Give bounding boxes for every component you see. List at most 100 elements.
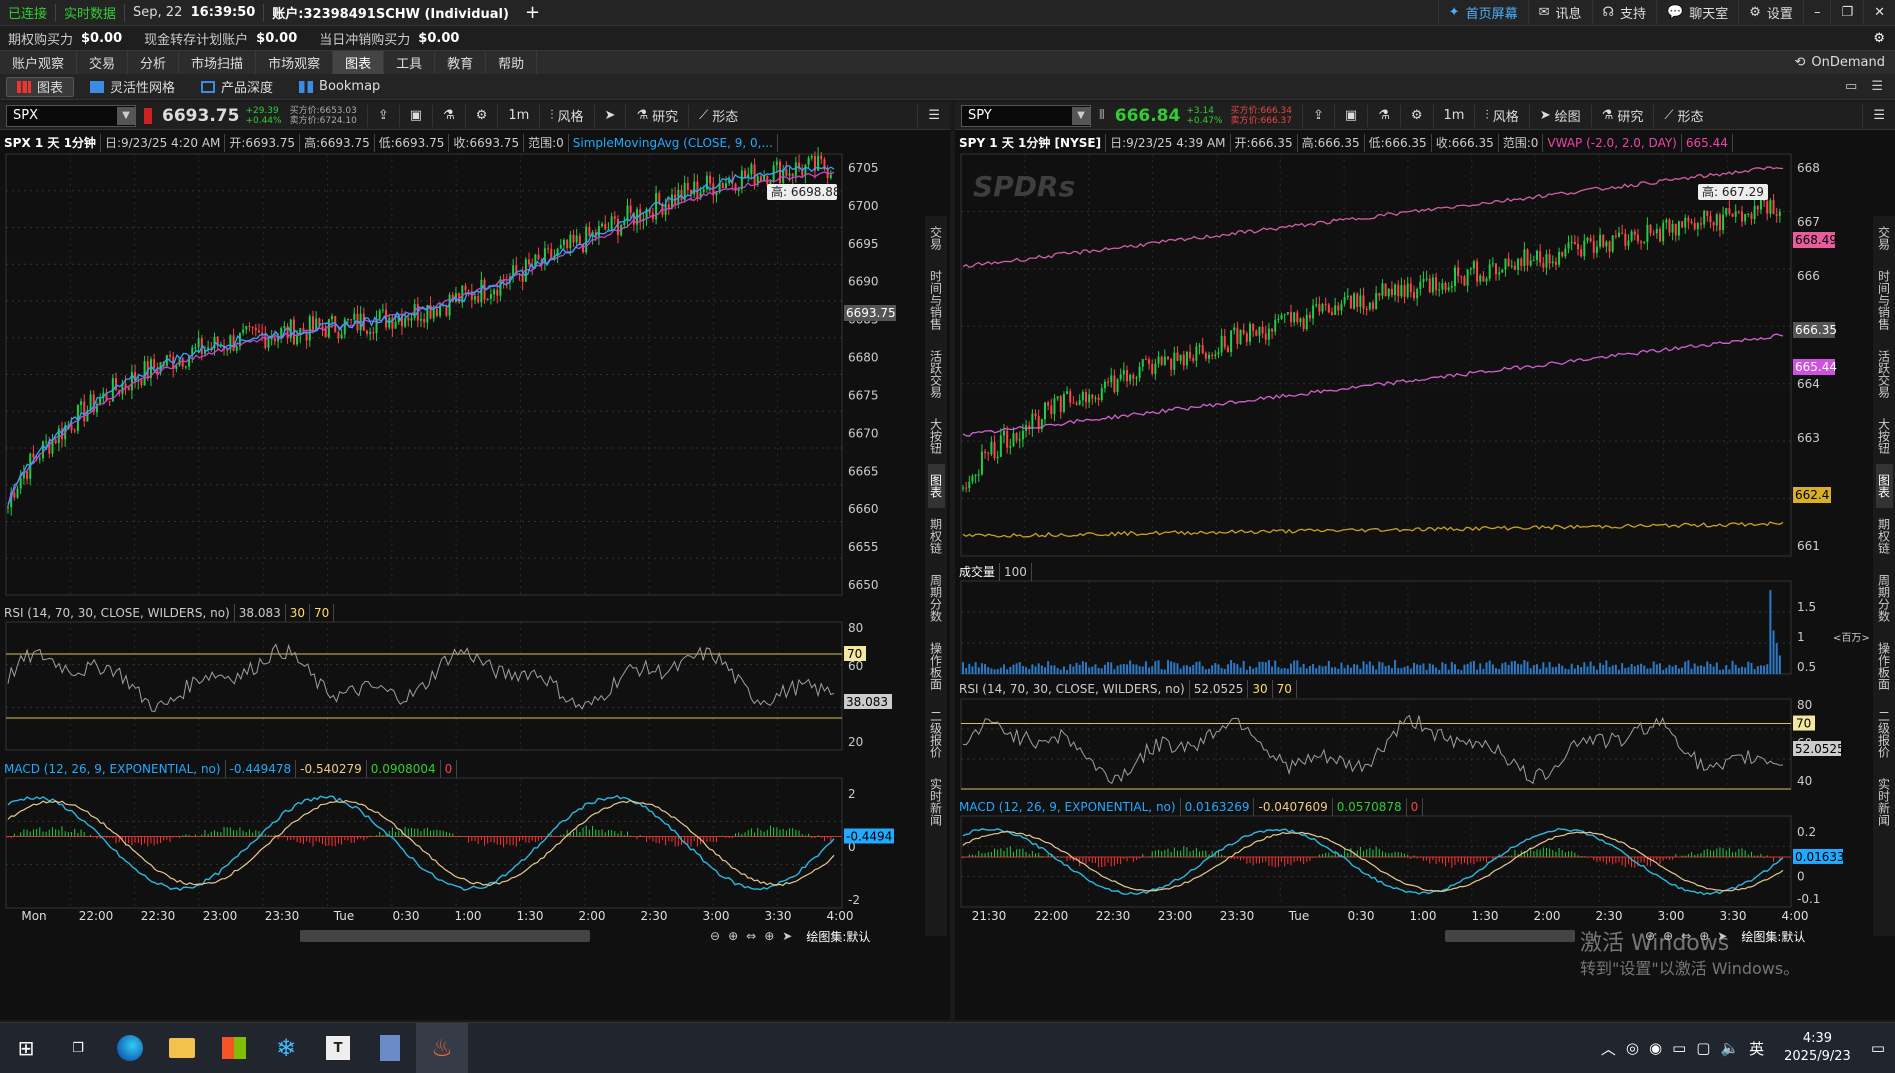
volume-icon[interactable]: 🔈 [1720, 1039, 1740, 1057]
zoom-out-icon[interactable]: ⊖ [710, 929, 721, 943]
notification-icon[interactable]: ▭ [1870, 1039, 1885, 1057]
sidebar-item-trade[interactable]: 交易 [928, 226, 943, 250]
store-button[interactable] [208, 1023, 260, 1073]
studies-button[interactable]: ⚗ 研究 [625, 104, 688, 127]
link-icon[interactable]: ⦀ [1099, 108, 1105, 123]
link-icon[interactable] [144, 107, 152, 124]
layout-icon[interactable]: ▭ [1845, 79, 1858, 94]
share-button[interactable]: ⇪ [1302, 104, 1334, 127]
account-selector[interactable]: 账户:32398491SCHW (Individual) [264, 0, 517, 25]
minimize-button[interactable]: – [1802, 0, 1831, 25]
sidebar-item-dashboard[interactable]: 操作板面 [928, 642, 943, 690]
chevron-up-icon[interactable]: ︿ [1600, 1039, 1616, 1058]
tray-app-icon[interactable]: ◉ [1648, 1039, 1663, 1057]
sidebar-item-timesales[interactable]: 时间与销售 [1876, 270, 1891, 330]
app-button-text[interactable]: T [312, 1023, 364, 1073]
maximize-button[interactable]: ❐ [1830, 0, 1863, 25]
chart-settings-button[interactable]: ⚙ [464, 104, 498, 127]
sidebar-item-activetrader[interactable]: 活跃交易 [1876, 350, 1891, 398]
zoom-out-icon[interactable]: ⊖ [1645, 929, 1656, 943]
thinkorswim-button[interactable]: ♨ [416, 1023, 468, 1073]
style-button[interactable]: ⫶ 风格 [1474, 104, 1528, 127]
snapshot-button[interactable]: ▣ [398, 104, 432, 127]
tab-tools[interactable]: 工具 [384, 51, 436, 74]
patterns-button[interactable]: ⟋ 形态 [1653, 104, 1713, 127]
symbol-input[interactable]: SPX ▼ [6, 104, 136, 127]
menu-icon[interactable]: ☰ [1871, 79, 1883, 94]
home-screen-button[interactable]: ✦ 首页屏幕 [1437, 0, 1528, 25]
subtab-depth[interactable]: 产品深度 [191, 77, 283, 97]
tab-education[interactable]: 教育 [435, 51, 487, 74]
pointer-icon[interactable]: ➤ [782, 929, 793, 943]
patterns-button[interactable]: ⟋ 形态 [688, 104, 748, 127]
pointer-icon[interactable]: ➤ [1717, 929, 1728, 943]
chevron-down-icon[interactable]: ▼ [117, 106, 135, 125]
sidebar-item-bigbuttons[interactable]: 大按钮 [1876, 418, 1891, 454]
timeframe-button[interactable]: 1m [1432, 104, 1475, 127]
edge-button[interactable] [104, 1023, 156, 1073]
draw-button[interactable]: ➤ 绘图 [1528, 104, 1591, 127]
zoom-in-icon[interactable]: ⊕ [728, 929, 739, 943]
cursor-button[interactable]: ➤ [593, 104, 626, 127]
snapshot-button[interactable]: ▣ [1333, 104, 1367, 127]
panel-menu-button[interactable]: ☰ [917, 104, 950, 127]
crosshair-icon[interactable]: ⊕ [1699, 929, 1710, 943]
sidebar-item-level2[interactable]: 二级报价 [1876, 710, 1891, 758]
sidebar-item-timesales[interactable]: 时间与销售 [928, 270, 943, 330]
ondemand-button[interactable]: ⟲ OnDemand [1784, 55, 1895, 70]
support-button[interactable]: ☊ 支持 [1591, 0, 1657, 25]
tab-charts[interactable]: 图表 [333, 51, 385, 74]
start-button[interactable]: ⊞ [0, 1023, 52, 1073]
explorer-button[interactable] [156, 1023, 208, 1073]
subtab-charts[interactable]: 图表 [6, 76, 75, 97]
chevron-down-icon[interactable]: ▼ [1072, 106, 1090, 125]
sidebar-item-news[interactable]: 实时新闻 [1876, 778, 1891, 826]
pan-icon[interactable]: ⇔ [746, 929, 757, 943]
flask-button[interactable]: ⚗ [1367, 104, 1400, 127]
flask-button[interactable]: ⚗ [432, 104, 465, 127]
sidebar-item-optionchain[interactable]: 期权链 [928, 518, 943, 554]
style-button[interactable]: ⫶ 风格 [539, 104, 593, 127]
horizontal-scrollbar[interactable] [1445, 930, 1575, 942]
pan-icon[interactable]: ⇔ [1681, 929, 1692, 943]
share-button[interactable]: ⇪ [366, 104, 399, 127]
gear-icon[interactable]: ⚙ [1873, 30, 1885, 46]
task-view-button[interactable]: ❐ [52, 1023, 104, 1073]
tab-help[interactable]: 帮助 [486, 51, 538, 74]
studies-button[interactable]: ⚗ 研究 [1590, 104, 1654, 127]
sidebar-item-optionchain[interactable]: 期权链 [1876, 518, 1891, 554]
tab-account[interactable]: 账户观察 [0, 51, 78, 74]
chart-settings-button[interactable]: ⚙ [1399, 104, 1433, 127]
settings-button[interactable]: ⚙ 设置 [1738, 0, 1803, 25]
sidebar-item-bigbuttons[interactable]: 大按钮 [928, 418, 943, 454]
study-label[interactable]: VWAP (-2.0, 2.0, DAY) [1543, 134, 1682, 152]
drawing-set-label[interactable]: 绘图集:默认 [1741, 929, 1806, 944]
app-button-snowflake[interactable]: ❄ [260, 1023, 312, 1073]
sidebar-item-chart[interactable]: 图表 [927, 464, 945, 508]
tab-trade[interactable]: 交易 [77, 51, 129, 74]
chat-button[interactable]: 💬 聊天室 [1656, 0, 1738, 25]
network-icon[interactable]: ▭ [1672, 1039, 1687, 1057]
drawing-set-label[interactable]: 绘图集:默认 [806, 929, 871, 944]
subtab-flexgrid[interactable]: 灵活性网格 [80, 77, 185, 97]
sidebar-item-cyclescore[interactable]: 周期分数 [928, 574, 943, 622]
panel-menu-button[interactable]: ☰ [1862, 104, 1895, 127]
add-account-button[interactable]: + [524, 2, 541, 23]
tab-marketwatch[interactable]: 市场观察 [256, 51, 334, 74]
sidebar-item-chart[interactable]: 图表 [1875, 464, 1893, 508]
spx-chart[interactable]: 6705670066956690668566806675667066656660… [0, 102, 920, 1020]
sidebar-item-news[interactable]: 实时新闻 [928, 778, 943, 826]
timeframe-button[interactable]: 1m [497, 104, 539, 127]
spy-chart[interactable]: 668667666665664663662661668.49666.35665.… [955, 102, 1870, 1020]
tab-scan[interactable]: 市场扫描 [179, 51, 257, 74]
symbol-input[interactable]: SPY ▼ [961, 104, 1091, 127]
sidebar-item-dashboard[interactable]: 操作板面 [1876, 642, 1891, 690]
sidebar-item-activetrader[interactable]: 活跃交易 [928, 350, 943, 398]
sidebar-item-cyclescore[interactable]: 周期分数 [1876, 574, 1891, 622]
horizontal-scrollbar[interactable] [300, 930, 590, 942]
tray-app-icon[interactable]: ◎ [1625, 1039, 1639, 1057]
subtab-bookmap[interactable]: Bookmap [289, 77, 390, 97]
sidebar-item-level2[interactable]: 二级报价 [928, 710, 943, 758]
study-label[interactable]: SimpleMovingAvg (CLOSE, 9, 0,... [569, 134, 778, 152]
monitor-icon[interactable]: ▢ [1696, 1039, 1711, 1057]
